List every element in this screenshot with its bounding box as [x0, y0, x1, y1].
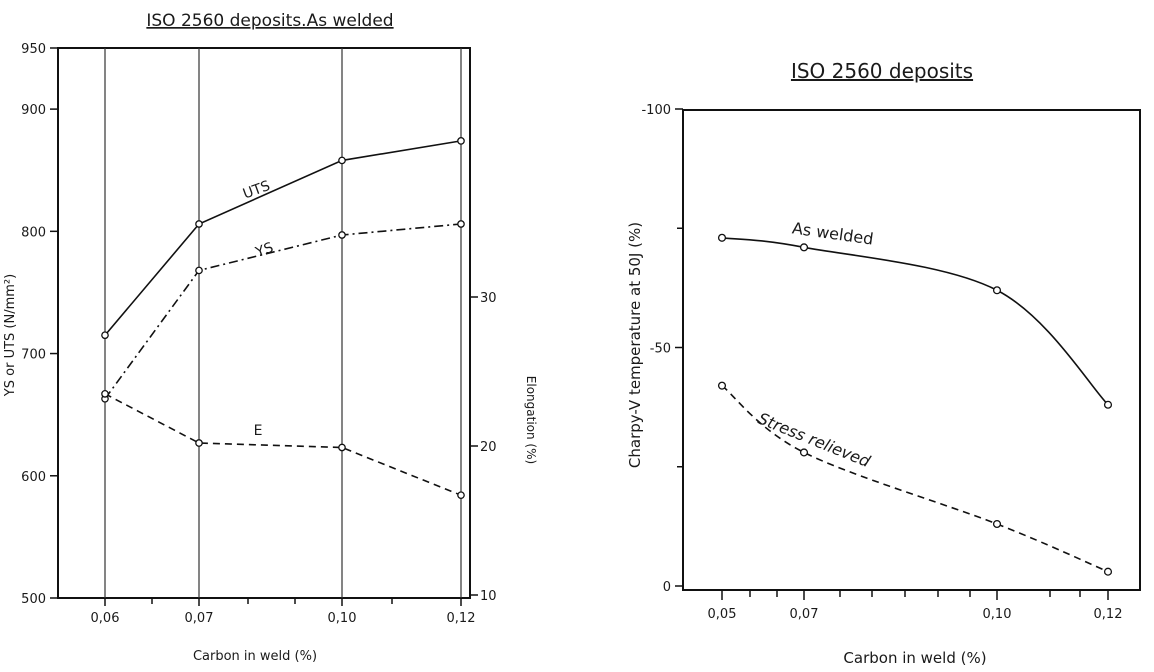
left-x-tick-label: 0,07: [185, 611, 214, 626]
data-point-as-welded: [992, 286, 1002, 295]
right-x-tick-label: 0,10: [983, 607, 1012, 622]
data-point-ys: [457, 220, 465, 228]
left-y-axis-label: YS or UTS (N/mm²): [3, 274, 18, 397]
series-label-ys: YS: [253, 240, 276, 261]
data-point-e: [338, 443, 346, 452]
data-point-as-welded: [1103, 400, 1113, 409]
left-chart: ISO 2560 deposits.As welded 0,06 0,07 0,10…: [3, 11, 538, 664]
right-y-tick-label: 0: [663, 580, 671, 595]
right-chart: ISO 2560 deposits 0,05 0,07 0,10 0,12 0 -50 -…: [626, 59, 1141, 667]
data-point-uts: [338, 156, 346, 165]
series-label-stress-relieved: Stress relieved: [755, 409, 873, 472]
data-point-as-welded: [799, 243, 809, 252]
right-y-ticks: 0 -50 -100: [641, 103, 683, 595]
right-y-tick-label: -100: [641, 103, 671, 118]
left-right-axis-tick-label: 30: [480, 291, 497, 306]
right-series: [717, 233, 1113, 576]
data-point-ys: [195, 266, 203, 275]
data-point-e: [195, 439, 203, 447]
series-line-stress-relieved: [721, 385, 1109, 573]
right-x-tick-label: 0,05: [708, 607, 737, 622]
data-point-as-welded: [717, 233, 727, 242]
data-point-stress-relieved: [992, 519, 1002, 529]
right-x-axis-label: Carbon in weld (%): [843, 649, 986, 667]
left-plot-frame: [57, 47, 471, 599]
right-x-tick-label: 0,07: [790, 607, 819, 622]
data-point-e: [457, 491, 465, 500]
left-y-tick-label: 600: [21, 470, 46, 485]
left-x-tick-label: 0,06: [91, 611, 120, 626]
left-x-tick-label: 0,10: [328, 611, 357, 626]
left-x-tick-label: 0,12: [447, 611, 476, 626]
data-point-e: [101, 389, 109, 398]
left-x-ticks: 0,06 0,07 0,10 0,12: [91, 598, 476, 626]
left-y-tick-label: 800: [21, 225, 46, 240]
data-point-stress-relieved: [717, 381, 727, 390]
data-point-stress-relieved: [1103, 567, 1113, 576]
left-right-axis-ticks: 10 20 30: [470, 291, 497, 604]
right-y-tick-label: -50: [650, 342, 671, 357]
data-point-uts: [457, 137, 465, 145]
right-plot-frame: [682, 109, 1141, 591]
right-x-tick-label: 0,12: [1094, 607, 1123, 622]
left-right-axis-tick-label: 10: [480, 589, 497, 604]
series-line-as-welded: [721, 236, 1109, 406]
data-point-ys: [338, 231, 346, 239]
left-right-axis-label: Elongation (%): [524, 376, 538, 464]
left-right-axis-tick-label: 20: [480, 440, 497, 455]
series-line-e: [104, 393, 462, 496]
series-label-e: E: [254, 423, 263, 439]
right-y-axis-label: Charpy-V temperature at 50J (%): [626, 222, 644, 468]
series-line-uts: [104, 140, 462, 336]
series-line-ys: [104, 223, 462, 400]
left-y-ticks: 500 600 700 800 900 950: [21, 42, 58, 607]
data-point-stress-relieved: [799, 448, 809, 457]
right-chart-title: ISO 2560 deposits: [791, 59, 973, 83]
left-y-tick-label: 500: [21, 592, 46, 607]
left-x-axis-label: Carbon in weld (%): [193, 649, 317, 664]
left-y-tick-label: 900: [21, 103, 46, 118]
left-series: [101, 137, 465, 500]
right-x-ticks: 0,05 0,07 0,10 0,12: [708, 590, 1123, 622]
data-point-uts: [101, 331, 109, 340]
data-point-uts: [195, 220, 203, 228]
left-y-tick-label: 700: [21, 348, 46, 363]
left-gridlines: [104, 48, 462, 598]
left-chart-title: ISO 2560 deposits.As welded: [146, 11, 393, 31]
left-y-tick-label: 950: [21, 42, 46, 57]
